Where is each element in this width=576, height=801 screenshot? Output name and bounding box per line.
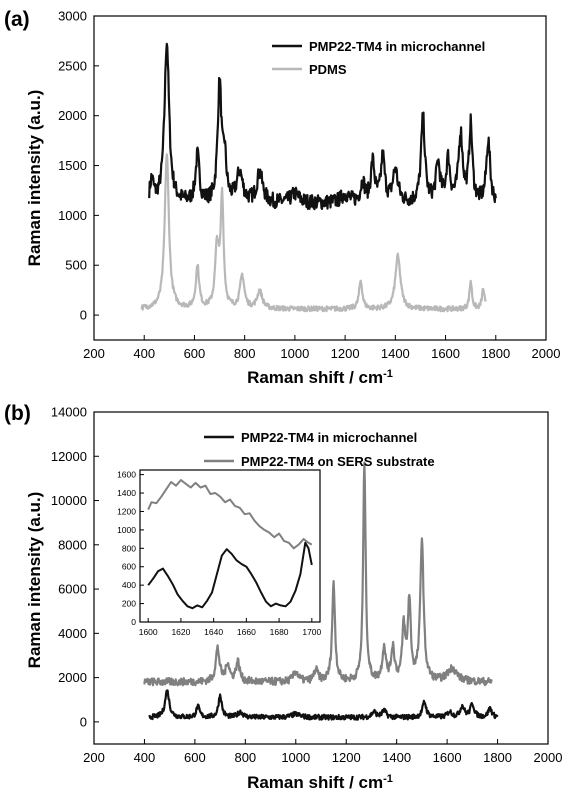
panel-b-series [143,461,499,721]
inset-series-line-1 [147,541,313,610]
panel-b-x-ticks: 200 400 600 800 1000 1200 1400 1600 1800 2000 [83,739,562,765]
x-tick-label: 1600 [433,750,462,765]
x-tick-label: 2000 [534,750,563,765]
x-tick-label: 600 [184,346,206,361]
inset-y-tick-label: 400 [122,580,136,590]
panel-b-legend: PMP22-TM4 in microchannel PMP22-TM4 on S… [204,430,435,469]
x-tick-label: 1200 [332,750,361,765]
x-tick-label: 1400 [382,750,411,765]
panel-b-label: (b) [4,402,31,425]
panel-a-plot-frame [93,15,547,341]
y-tick-label: 4000 [58,626,87,641]
inset-y-tick-label: 1400 [117,488,136,498]
series-line-a-1 [140,153,487,313]
y-tick-label: 0 [80,308,87,323]
x-tick-label: 1000 [280,346,309,361]
inset-x-tick-label: 1660 [237,627,256,637]
panel-a-label: (a) [4,8,30,31]
x-tick-label: 1600 [431,346,460,361]
inset-x-tick-label: 1700 [302,627,321,637]
x-tick-label: 2000 [532,346,561,361]
x-tick-label: 1200 [331,346,360,361]
y-tick-label: 500 [65,258,87,273]
x-tick-label: 400 [134,750,156,765]
panel-a-x-axis-title: Raman shift / cm-1 [247,368,393,387]
inset-y-tick-label: 200 [122,599,136,609]
x-tick-label: 1800 [481,346,510,361]
series-line-a-0 [148,42,497,211]
x-tick-label: 200 [83,750,105,765]
inset-y-tick-label: 1200 [117,506,136,516]
panel-a-x-ticks: 200 400 600 800 1000 1200 1400 1600 1800 2000 [83,335,560,361]
x-tick-label: 1000 [281,750,310,765]
y-tick-label: 2500 [58,58,87,73]
panel-a-series [140,42,497,313]
legend-label-microchannel-b: PMP22-TM4 in microchannel [241,430,417,445]
panel-a: (a) 200 400 600 800 1000 1200 1400 1600 1800 2000… [4,8,560,387]
inset-x-tick-label: 1620 [171,627,190,637]
x-tick-label: 200 [83,346,105,361]
legend-label-microchannel: PMP22-TM4 in microchannel [309,39,485,54]
x-tick-label: 400 [133,346,155,361]
inset-ticks: 1600 1620 1640 1660 1680 1700 0 200 400 600 800 100… [117,470,321,637]
y-tick-label: 1500 [58,158,87,173]
inset-x-tick-label: 1640 [204,627,223,637]
panel-a-legend: PMP22-TM4 in microchannel PDMS [272,39,485,77]
inset-series-line-0 [147,479,313,550]
inset-y-tick-label: 800 [122,543,136,553]
panel-a-y-axis-title: Raman intensity (a.u.) [25,90,44,267]
y-tick-label: 1000 [58,208,87,223]
x-tick-label: 800 [234,750,256,765]
inset-y-tick-label: 1600 [117,470,136,480]
panel-b-y-ticks: 0 2000 4000 6000 8000 10000 12000 14000 [51,405,99,729]
y-tick-label: 6000 [58,582,87,597]
series-line-b-0 [148,689,499,721]
inset-series [147,479,313,610]
inset-x-tick-label: 1600 [139,627,158,637]
inset-y-tick-label: 1000 [117,525,136,535]
legend-label-sers: PMP22-TM4 on SERS substrate [241,454,435,469]
x-tick-label: 600 [184,750,206,765]
y-tick-label: 2000 [58,108,87,123]
x-tick-label: 800 [234,346,256,361]
panel-a-y-ticks: 0 500 1000 1500 2000 2500 3000 [58,9,99,323]
inset-y-tick-label: 600 [122,562,136,572]
x-tick-label: 1400 [381,346,410,361]
inset-x-tick-label: 1680 [270,627,289,637]
inset-chart: 1600 1620 1640 1660 1680 1700 0 200 400 600 800 100… [117,469,322,637]
legend-label-pdms: PDMS [309,62,347,77]
y-tick-label: 0 [80,714,87,729]
inset-plot-frame [139,469,321,623]
panel-b-plot-frame [93,411,549,745]
panel-b-y-axis-title: Raman intensity (a.u.) [25,492,44,669]
y-tick-label: 12000 [51,449,87,464]
x-tick-label: 1800 [483,750,512,765]
panel-b-x-axis-title: Raman shift / cm-1 [247,773,393,792]
y-tick-label: 3000 [58,9,87,24]
y-tick-label: 8000 [58,537,87,552]
series-line-b-1 [143,461,494,687]
y-tick-label: 10000 [51,493,87,508]
y-tick-label: 2000 [58,670,87,685]
y-tick-label: 14000 [51,405,87,420]
panel-b: (b) 200 400 600 800 1000 1200 1400 1600 1800 2000… [4,402,562,792]
inset-y-tick-label: 0 [131,617,136,627]
